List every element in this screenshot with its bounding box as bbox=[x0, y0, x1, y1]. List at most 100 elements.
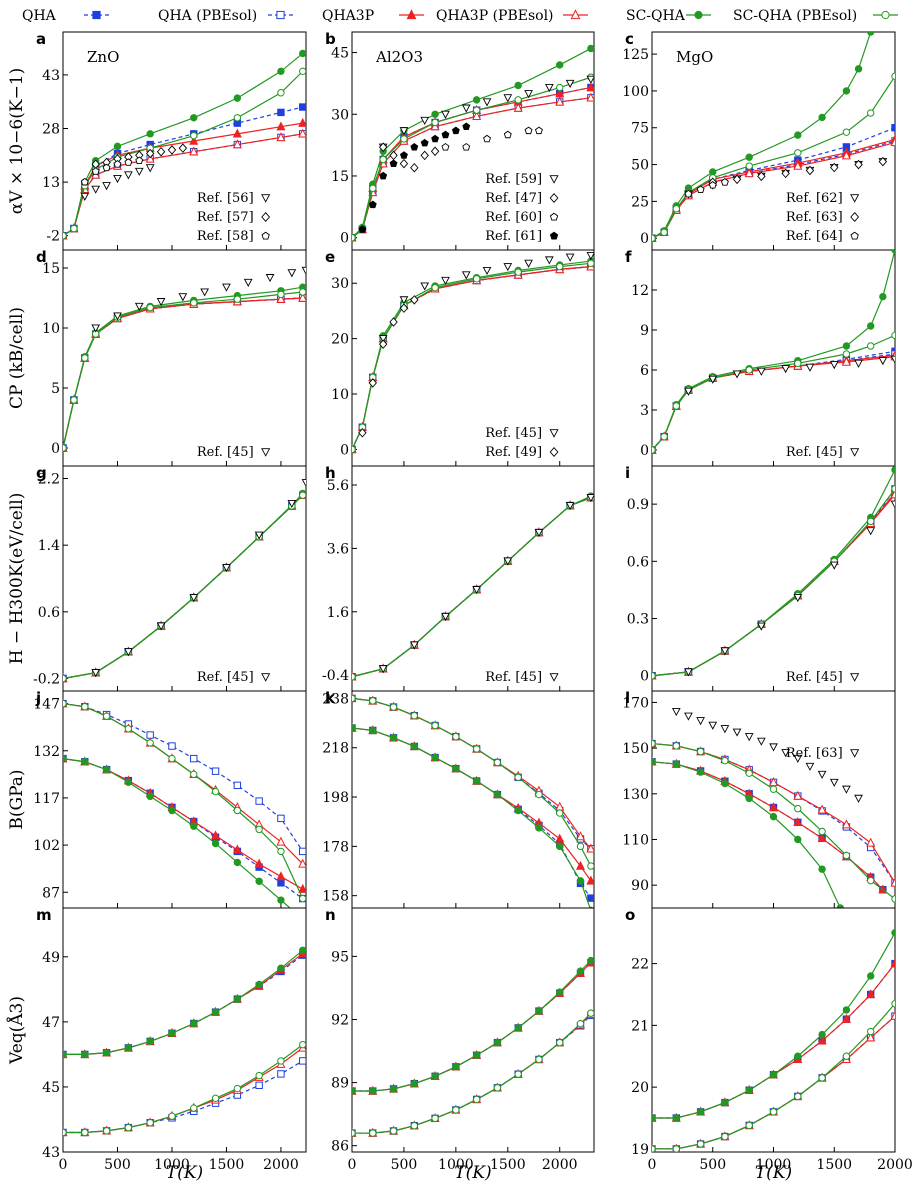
ref-point bbox=[441, 612, 450, 622]
ref-point bbox=[156, 298, 166, 307]
series-point bbox=[81, 1128, 89, 1137]
ref-point bbox=[431, 134, 440, 143]
series-point bbox=[299, 67, 306, 76]
ref-point bbox=[866, 527, 876, 536]
series-point bbox=[841, 819, 851, 829]
ref-label: Ref. [63] bbox=[786, 210, 843, 225]
ref-legend-marker bbox=[549, 447, 559, 457]
series-line bbox=[63, 702, 304, 852]
series-line bbox=[63, 758, 304, 890]
series-line bbox=[652, 488, 895, 677]
series-point bbox=[352, 445, 356, 454]
plot-frame bbox=[62, 465, 307, 692]
y-axis-label: H − H300K(eV/cell) bbox=[7, 493, 27, 665]
series-line bbox=[63, 297, 303, 449]
y-tick-label: -2 bbox=[46, 229, 60, 245]
series-point bbox=[452, 1106, 460, 1114]
series-point bbox=[299, 894, 306, 903]
y-tick-label: 20 bbox=[331, 332, 349, 348]
ref-point bbox=[420, 150, 429, 161]
ref-point bbox=[399, 296, 409, 305]
series-line bbox=[352, 497, 592, 678]
series-point bbox=[255, 980, 263, 989]
x-tick-label: 500 bbox=[104, 1157, 131, 1173]
ref-point bbox=[781, 168, 790, 179]
ref-point bbox=[113, 312, 122, 321]
series-point bbox=[277, 89, 285, 97]
y-tick-label: 150 bbox=[622, 741, 649, 757]
y-tick-label: 170 bbox=[622, 695, 649, 711]
ref-point bbox=[482, 98, 492, 107]
series-point bbox=[576, 1019, 585, 1028]
x-tick-label: 0 bbox=[348, 1157, 357, 1173]
series-point bbox=[254, 858, 264, 868]
y-tick-label: 198 bbox=[322, 790, 349, 806]
series-point bbox=[277, 847, 285, 856]
series-point bbox=[276, 871, 286, 881]
series-point bbox=[146, 130, 154, 138]
series-point bbox=[514, 96, 522, 104]
series-line bbox=[63, 702, 304, 865]
ref-point bbox=[80, 177, 89, 186]
plot-frame bbox=[62, 907, 307, 1153]
y-tick-label: 0.6 bbox=[38, 605, 60, 621]
ref-label: Ref. [63] bbox=[786, 746, 843, 761]
series-point bbox=[696, 1140, 705, 1148]
panel-letter: h bbox=[325, 464, 336, 482]
series-line bbox=[63, 493, 304, 680]
y-tick-label: 158 bbox=[322, 889, 349, 905]
y-tick-label: 5 bbox=[51, 381, 60, 397]
y-tick-label: 28 bbox=[42, 121, 60, 137]
series-point bbox=[660, 228, 668, 237]
series-point bbox=[168, 742, 176, 750]
ref-legend-marker bbox=[850, 673, 860, 682]
ref-point bbox=[410, 162, 419, 173]
series-point bbox=[190, 299, 198, 307]
series-point bbox=[233, 114, 242, 122]
ref-point bbox=[91, 167, 100, 175]
series-point bbox=[277, 1070, 285, 1078]
ref-point bbox=[708, 375, 718, 384]
y-tick-label: 43 bbox=[42, 68, 60, 84]
series-point bbox=[891, 485, 895, 493]
ref-point bbox=[805, 363, 815, 372]
series-point bbox=[493, 1038, 502, 1047]
series-line bbox=[63, 494, 304, 680]
series-point bbox=[556, 988, 564, 996]
y-tick-label: 0.6 bbox=[627, 554, 649, 570]
series-point bbox=[189, 146, 199, 156]
ref-point bbox=[410, 295, 419, 305]
legend-marker bbox=[92, 10, 101, 20]
ref-legend-marker bbox=[850, 212, 860, 222]
ref-point bbox=[145, 164, 155, 173]
series-point bbox=[400, 135, 408, 143]
series-point bbox=[255, 877, 263, 885]
series-point bbox=[867, 972, 875, 980]
series-point bbox=[277, 879, 285, 887]
ref-point bbox=[461, 104, 471, 113]
series-point bbox=[891, 929, 895, 937]
series-line bbox=[352, 495, 592, 678]
ref-point bbox=[124, 648, 133, 657]
series-line bbox=[352, 266, 591, 450]
panel-m: 43 45 47 49 0 500 1000 1500 2000 m T(K) bbox=[36, 906, 307, 1183]
series-point bbox=[493, 1084, 502, 1092]
series-point bbox=[672, 402, 680, 410]
y-tick-label: 0 bbox=[340, 442, 349, 458]
ref-point bbox=[684, 712, 693, 721]
series-point bbox=[352, 1087, 356, 1095]
series-line bbox=[652, 75, 895, 239]
series-point bbox=[472, 106, 481, 114]
series-point bbox=[514, 1070, 522, 1078]
series-point bbox=[189, 135, 199, 145]
series-line bbox=[652, 127, 895, 239]
y-tick-label: 45 bbox=[331, 46, 349, 62]
ref-point bbox=[524, 126, 533, 135]
series-point bbox=[233, 781, 242, 790]
material-label: MgO bbox=[676, 48, 713, 66]
series-line bbox=[652, 356, 895, 451]
series-point bbox=[879, 292, 887, 301]
legend-label: SC-QHA bbox=[626, 8, 686, 24]
ref-point bbox=[409, 641, 419, 650]
